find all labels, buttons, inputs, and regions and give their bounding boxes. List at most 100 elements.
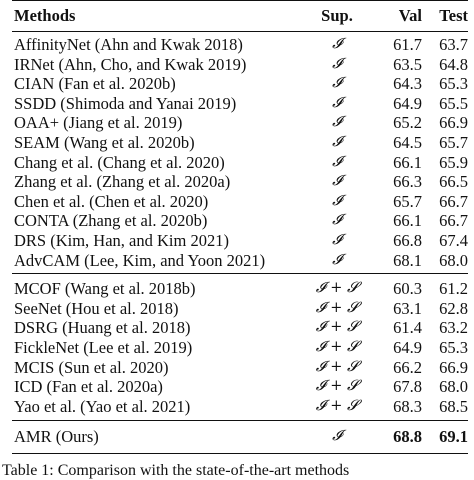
val-score-cell: 64.9 (393, 337, 422, 357)
method-cell: Zhang et al. (Zhang et al. 2020a) (14, 172, 231, 192)
val-score-cell: 66.3 (393, 172, 422, 192)
val-score-cell: 66.2 (393, 357, 422, 377)
header-test: Test (422, 0, 468, 32)
table-row: ICD (Fan et al. 2020a) 𝓘 + 𝓢 67.8 68.0 (12, 377, 468, 397)
method-cell: Yao et al. (Yao et al. 2021) (12, 396, 300, 422)
table-row: AMR (Ours) 𝓘 68.8 69.1 (12, 420, 468, 454)
supervision-cell: 𝓘 (332, 192, 342, 209)
method-cell: ICD (Fan et al. 2020a) (14, 377, 163, 397)
method-cell: AdvCAM (Lee, Kim, and Yoon 2021) (12, 250, 300, 275)
table-row: SeeNet (Hou et al. 2018) 𝓘 + 𝓢 63.1 62.8 (12, 299, 468, 319)
supervision-cell: 𝓘 (332, 94, 342, 111)
val-score-cell: 63.5 (393, 54, 422, 74)
method-cell: FickleNet (Lee et al. 2019) (14, 337, 193, 357)
supervision-cell: 𝓘 (332, 231, 342, 248)
method-cell: SeeNet (Hou et al. 2018) (14, 298, 179, 318)
test-score-cell: 65.3 (439, 337, 468, 357)
table-row: OAA+ (Jiang et al. 2019) 𝓘 65.2 66.9 (12, 113, 468, 133)
test-score-cell: 64.8 (439, 54, 468, 74)
method-cell: Chen et al. (Chen et al. 2020) (14, 191, 209, 211)
header-methods: Methods (12, 0, 300, 32)
table-row: MCIS (Sun et al. 2020) 𝓘 + 𝓢 66.2 66.9 (12, 358, 468, 378)
supervision-cell: 𝓘 (332, 212, 342, 229)
test-score-cell: 63.7 (439, 35, 468, 54)
table-row: Chen et al. (Chen et al. 2020) 𝓘 65.7 66.7 (12, 192, 468, 212)
table-row: DSRG (Huang et al. 2018) 𝓘 + 𝓢 61.4 63.2 (12, 318, 468, 338)
table-row: CIAN (Fan et al. 2020b) 𝓘 64.3 65.3 (12, 74, 468, 94)
table-row: DRS (Kim, Han, and Kim 2021) 𝓘 66.8 67.4 (12, 231, 468, 251)
test-score-cell: 69.1 (422, 420, 468, 454)
supervision-cell: 𝓘 + 𝓢 (315, 280, 359, 297)
test-score-cell: 68.0 (439, 377, 468, 397)
supervision-cell: 𝓘 (332, 36, 342, 52)
val-score-cell: 66.1 (393, 152, 422, 172)
supervision-cell: 𝓘 (332, 153, 342, 170)
ours-group: AMR (Ours) 𝓘 68.8 69.1 (12, 420, 468, 454)
test-score-cell: 68.0 (422, 250, 468, 275)
method-cell: CIAN (Fan et al. 2020b) (14, 74, 176, 94)
val-score-cell: 63.1 (393, 298, 422, 318)
supervision-cell: 𝓘 + 𝓢 (315, 338, 359, 355)
test-score-cell: 61.2 (439, 279, 468, 299)
supervision-cell: 𝓘 + 𝓢 (315, 358, 359, 375)
val-score-cell: 66.1 (393, 211, 422, 231)
supervision-cell: 𝓘 (332, 173, 342, 190)
table-row: SEAM (Wang et al. 2020b) 𝓘 64.5 65.7 (12, 133, 468, 153)
val-score-cell: 61.7 (393, 35, 422, 54)
header-supervision: Sup. (300, 0, 374, 32)
val-score-cell: 68.3 (374, 396, 422, 422)
test-score-cell: 66.9 (439, 113, 468, 133)
supervision-cell: 𝓘 (332, 133, 342, 150)
table-row: AffinityNet (Ahn and Kwak 2018) 𝓘 61.7 63.7 (12, 32, 468, 55)
method-cell: MCIS (Sun et al. 2020) (14, 357, 169, 377)
test-score-cell: 66.9 (439, 357, 468, 377)
val-score-cell: 68.8 (374, 420, 422, 454)
val-score-cell: 65.2 (393, 113, 422, 133)
val-score-cell: 61.4 (393, 318, 422, 338)
table-row: CONTA (Zhang et al. 2020b) 𝓘 66.1 66.7 (12, 211, 468, 231)
supervision-cell: 𝓘 (300, 250, 374, 275)
table-row: IRNet (Ahn, Cho, and Kwak 2019) 𝓘 63.5 64.8 (12, 55, 468, 75)
val-score-cell: 65.7 (393, 191, 422, 211)
supervision-cell: 𝓘 (332, 75, 342, 92)
header-row: Methods Sup. Val Test (12, 0, 468, 32)
method-cell: CONTA (Zhang et al. 2020b) (14, 211, 208, 231)
test-score-cell: 65.5 (439, 93, 468, 113)
test-score-cell: 62.8 (439, 298, 468, 318)
method-cell: OAA+ (Jiang et al. 2019) (14, 113, 183, 133)
supervision-cell: 𝓘 + 𝓢 (300, 396, 374, 422)
method-cell: DRS (Kim, Han, and Kim 2021) (14, 230, 229, 250)
method-cell: SSDD (Shimoda and Yanai 2019) (14, 93, 237, 113)
table-row: Zhang et al. (Zhang et al. 2020a) 𝓘 66.3 66… (12, 172, 468, 192)
val-score-cell: 68.1 (374, 250, 422, 275)
image-level-methods-group: AffinityNet (Ahn and Kwak 2018) 𝓘 61.7 63.7… (12, 32, 468, 275)
saliency-methods-group: MCOF (Wang et al. 2018b) 𝓘 + 𝓢 60.3 61.2 See… (12, 274, 468, 422)
supervision-cell: 𝓘 + 𝓢 (315, 299, 359, 316)
val-score-cell: 64.5 (393, 132, 422, 152)
table-row: Chang et al. (Chang et al. 2020) 𝓘 66.1 65.… (12, 153, 468, 173)
method-cell: IRNet (Ahn, Cho, and Kwak 2019) (14, 54, 247, 74)
test-score-cell: 67.4 (439, 230, 468, 250)
method-cell: MCOF (Wang et al. 2018b) (14, 279, 196, 299)
table-caption: Table 1: Comparison with the state-of-th… (2, 462, 350, 479)
table-header: Methods Sup. Val Test (12, 0, 468, 32)
test-score-cell: 68.5 (422, 396, 468, 422)
method-cell: AMR (Ours) (12, 420, 300, 454)
table-row: SSDD (Shimoda and Yanai 2019) 𝓘 64.9 65.5 (12, 94, 468, 114)
supervision-cell: 𝓘 (332, 114, 342, 131)
supervision-cell: 𝓘 + 𝓢 (315, 378, 359, 395)
table-row: Yao et al. (Yao et al. 2021) 𝓘 + 𝓢 68.3 68.… (12, 396, 468, 422)
test-score-cell: 65.3 (439, 74, 468, 94)
header-val: Val (374, 0, 422, 32)
table-row: AdvCAM (Lee, Kim, and Yoon 2021) 𝓘 68.1 68.… (12, 250, 468, 275)
supervision-cell: 𝓘 (332, 55, 342, 72)
test-score-cell: 66.7 (439, 191, 468, 211)
test-score-cell: 63.2 (439, 318, 468, 338)
val-score-cell: 66.8 (393, 230, 422, 250)
method-cell: SEAM (Wang et al. 2020b) (14, 132, 195, 152)
test-score-cell: 65.9 (439, 152, 468, 172)
table-row: MCOF (Wang et al. 2018b) 𝓘 + 𝓢 60.3 61.2 (12, 274, 468, 299)
test-score-cell: 66.5 (439, 172, 468, 192)
table-row: FickleNet (Lee et al. 2019) 𝓘 + 𝓢 64.9 65.3 (12, 338, 468, 358)
